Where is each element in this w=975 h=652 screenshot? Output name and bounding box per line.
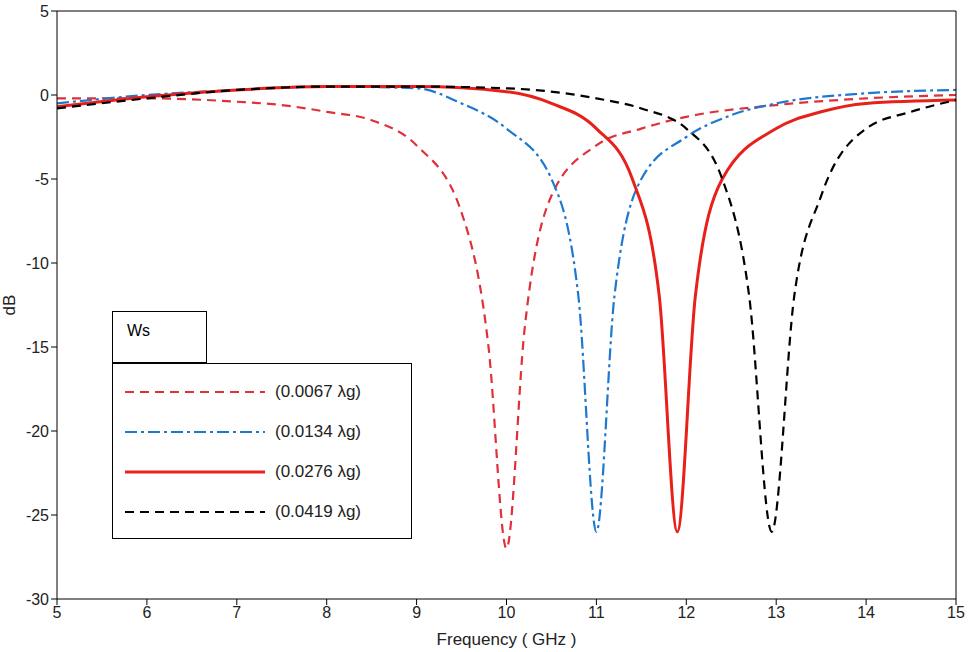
svg-text:15: 15 bbox=[947, 604, 965, 621]
html-text:Ws: Ws bbox=[127, 322, 151, 339]
html-text:(0.0419 λg): (0.0419 λg) bbox=[275, 502, 361, 521]
svg-text:0: 0 bbox=[40, 87, 49, 104]
svg-text:-20: -20 bbox=[26, 423, 49, 440]
svg-text:dB: dB bbox=[0, 295, 19, 316]
svg-text:13: 13 bbox=[767, 604, 785, 621]
svg-text:9: 9 bbox=[412, 604, 421, 621]
svg-text:-25: -25 bbox=[26, 507, 49, 524]
svg-text:11: 11 bbox=[588, 604, 605, 621]
svg-text:Frequency ( GHz ): Frequency ( GHz ) bbox=[437, 630, 577, 649]
svg-text:-10: -10 bbox=[26, 255, 49, 272]
svg-text:7: 7 bbox=[232, 604, 241, 621]
svg-text:-5: -5 bbox=[35, 171, 49, 188]
svg-text:6: 6 bbox=[142, 604, 151, 621]
svg-text:5: 5 bbox=[40, 3, 49, 20]
svg-text:12: 12 bbox=[677, 604, 695, 621]
svg-text:8: 8 bbox=[322, 604, 331, 621]
html-text:(0.0067 λg): (0.0067 λg) bbox=[275, 382, 361, 401]
svg-text:14: 14 bbox=[857, 604, 875, 621]
html-text:(0.0276 λg): (0.0276 λg) bbox=[275, 462, 361, 481]
svg-text:10: 10 bbox=[498, 604, 516, 621]
svg-text:5: 5 bbox=[53, 604, 62, 621]
svg-text:-15: -15 bbox=[26, 339, 49, 356]
html-text:(0.0134 λg): (0.0134 λg) bbox=[275, 422, 361, 441]
svg-text:-30: -30 bbox=[26, 591, 49, 608]
